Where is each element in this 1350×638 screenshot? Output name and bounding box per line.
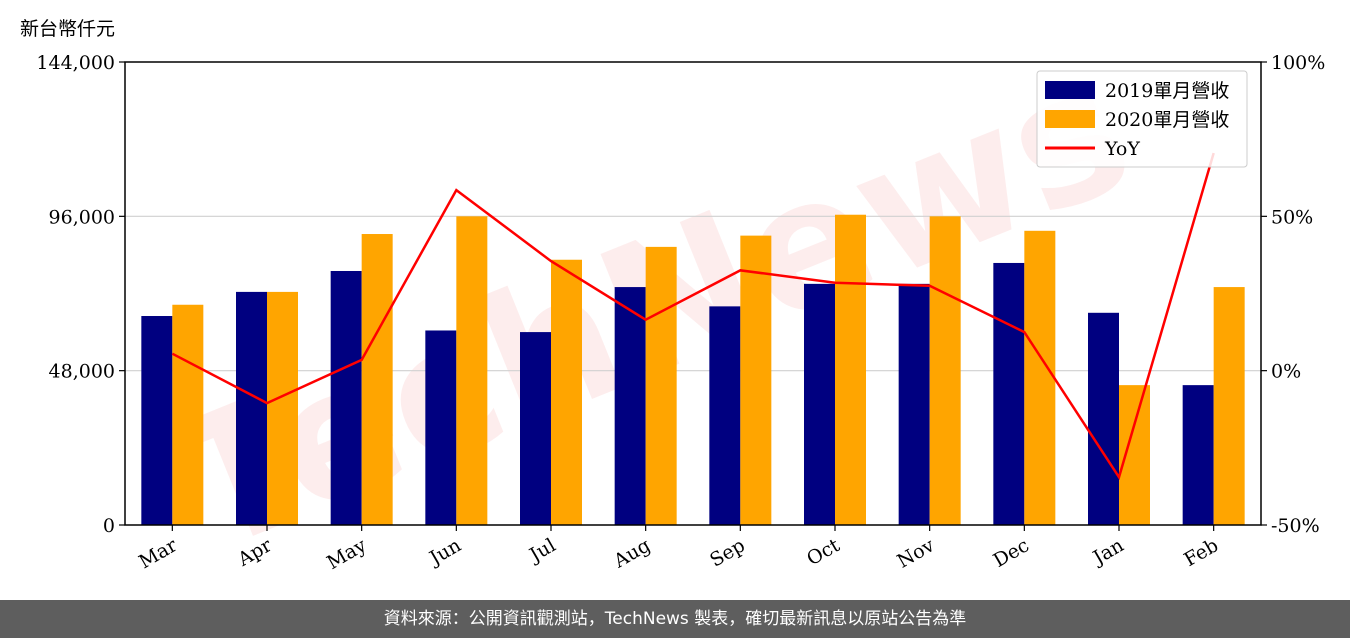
right-tick-label: 100%: [1271, 52, 1325, 74]
bar-2020: [835, 214, 866, 525]
x-tick-label: Mar: [135, 534, 181, 573]
right-tick-label: -50%: [1271, 515, 1320, 537]
bar-2020: [929, 216, 961, 526]
bar-2020: [645, 246, 677, 525]
bar-2019: [425, 330, 457, 525]
bar-2020: [267, 291, 298, 525]
yoy-line: [171, 152, 1215, 481]
x-tick-label: Jun: [424, 534, 465, 570]
bar-2019: [804, 283, 835, 525]
bar-2019: [993, 262, 1025, 525]
bar-2019: [520, 332, 551, 525]
x-tick-label: Nov: [894, 534, 939, 573]
revenue-chart: TechNews 048,00096,000144,000-50%0%50%10…: [36, 23, 1325, 592]
x-tick-label: Oct: [803, 534, 844, 570]
bar-2020: [361, 234, 393, 525]
legend-label: 2020單月營收: [1105, 109, 1229, 131]
bar-2020: [172, 304, 204, 525]
bar-2019: [236, 291, 267, 525]
bar-2020: [456, 216, 488, 526]
legend-label: YoY: [1104, 138, 1140, 160]
x-tick-label: Feb: [1180, 534, 1222, 571]
legend-swatch: [1045, 81, 1095, 99]
left-tick-label: 144,000: [36, 52, 115, 74]
x-tick-label: Sep: [706, 534, 749, 571]
legend-swatch: [1045, 110, 1095, 128]
left-tick-label: 0: [103, 515, 115, 537]
bar-2019: [1182, 385, 1214, 525]
bar-2019: [141, 316, 173, 525]
bar-2020: [740, 235, 772, 525]
left-tick-label: 48,000: [49, 361, 115, 383]
x-tick-label: Dec: [990, 534, 1033, 572]
bar-2019: [614, 287, 646, 525]
y-axis-unit-label: 新台幣仟元: [20, 18, 116, 40]
legend-label: 2019單月營收: [1105, 80, 1229, 102]
x-tick-label: Jul: [524, 534, 559, 567]
bar-2020: [1119, 385, 1150, 525]
left-tick-label: 96,000: [49, 206, 115, 228]
right-tick-label: 0%: [1271, 361, 1301, 383]
bar-2019: [330, 270, 362, 525]
bar-2020: [1024, 230, 1056, 526]
bar-2020: [551, 259, 582, 525]
bar-2019: [709, 306, 741, 525]
bar-2019: [1088, 312, 1119, 525]
x-tick-label: Aug: [609, 534, 654, 573]
source-footer: 資料來源：公開資訊觀測站，TechNews 製表，確切最新訊息以原站公告為準: [0, 600, 1350, 638]
right-tick-label: 50%: [1271, 206, 1313, 228]
bar-2019: [898, 283, 930, 525]
x-tick-label: Jan: [1088, 534, 1128, 570]
plot-frame: [124, 61, 1262, 526]
bar-2020: [1213, 287, 1245, 525]
